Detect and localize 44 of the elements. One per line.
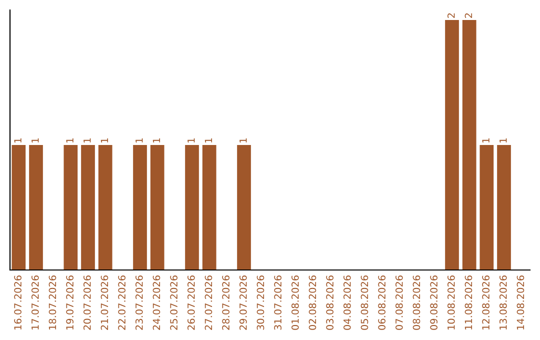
data-label: 1 [32, 138, 39, 143]
data-label: 1 [152, 138, 160, 143]
x-tick-label: 28.07.2026 [222, 275, 230, 330]
x-tick-label: 07.08.2026 [395, 275, 403, 330]
x-tick-label: 30.07.2026 [256, 275, 264, 330]
data-label: 1 [482, 138, 490, 143]
x-tick-label: 20.07.2026 [83, 275, 91, 330]
x-tick-label: 05.08.2026 [360, 275, 368, 330]
x-tick-label: 26.07.2026 [187, 275, 195, 330]
data-label: 1 [100, 138, 108, 143]
x-tick-label: 02.08.2026 [308, 275, 316, 330]
data-label: 1 [204, 138, 212, 143]
x-tick-label: 06.08.2026 [378, 275, 386, 330]
data-label: 2 [464, 13, 472, 18]
x-tick-label: 17.07.2026 [31, 275, 39, 330]
x-tick-label: 13.08.2026 [499, 275, 507, 330]
data-label: 1 [136, 138, 143, 143]
x-tick-label: 29.07.2026 [239, 275, 247, 330]
data-label: 1 [240, 138, 247, 143]
x-tick-label: 23.07.2026 [135, 275, 143, 330]
data-label: 1 [500, 138, 507, 143]
x-tick-label: 08.08.2026 [412, 275, 420, 330]
x-tick-label: 09.08.2026 [430, 275, 438, 330]
data-label: 1 [66, 138, 74, 143]
x-tick-label: 03.08.2026 [326, 275, 334, 330]
x-tick-label: 31.07.2026 [274, 275, 282, 330]
x-tick-label: 10.08.2026 [447, 275, 455, 330]
data-label: 1 [84, 138, 91, 143]
x-tick-label: 01.08.2026 [291, 275, 299, 330]
data-label: 1 [188, 138, 195, 143]
x-tick-label: 21.07.2026 [100, 275, 108, 330]
x-tick-label: 11.08.2026 [464, 275, 472, 330]
x-tick-label: 14.08.2026 [516, 275, 524, 330]
x-tick-label: 22.07.2026 [118, 275, 126, 330]
x-tick-label: 25.07.2026 [170, 275, 178, 330]
x-tick-label: 12.08.2026 [482, 275, 490, 330]
data-label: 1 [14, 138, 22, 143]
x-tick-label: 19.07.2026 [66, 275, 74, 330]
x-tick-label: 18.07.2026 [48, 275, 56, 330]
data-label: 2 [447, 13, 455, 18]
x-tick-label: 16.07.2026 [14, 275, 22, 330]
x-tick-label: 04.08.2026 [343, 275, 351, 330]
x-tick-label: 27.07.2026 [204, 275, 212, 330]
x-tick-label: 24.07.2026 [152, 275, 160, 330]
